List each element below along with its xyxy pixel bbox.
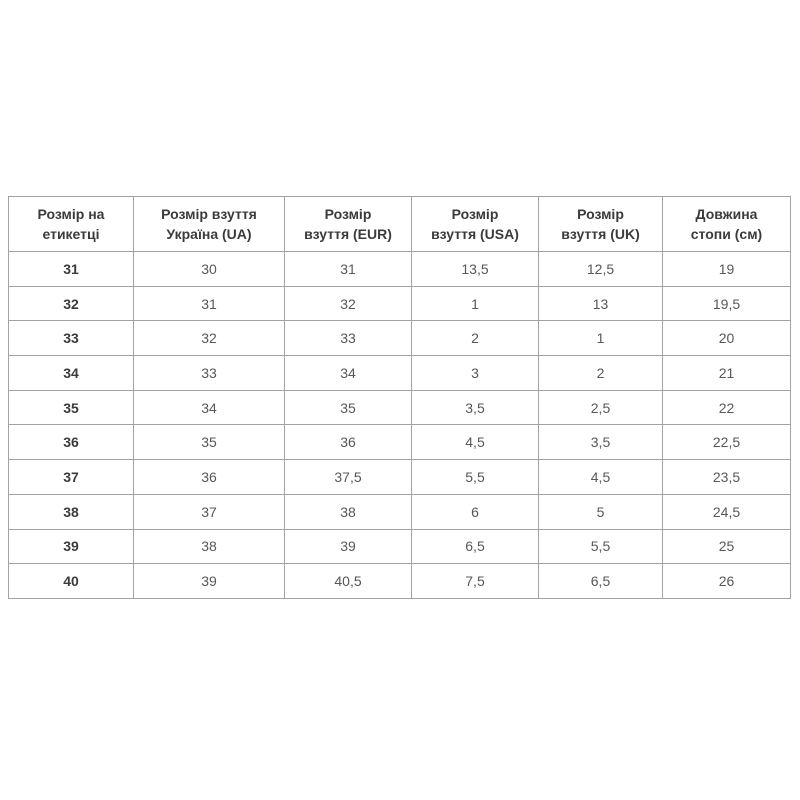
table-row: 37 36 37,5 5,5 4,5 23,5 <box>8 459 791 495</box>
size-value-cell: 25 <box>662 528 791 565</box>
size-value-cell: 2 <box>411 320 539 357</box>
size-value-cell: 20 <box>662 320 791 357</box>
table-row: 34 33 34 3 2 21 <box>8 355 791 391</box>
header-line: Розмір <box>324 206 372 222</box>
size-value-cell: 37,5 <box>284 459 412 495</box>
size-value-cell: 4,5 <box>411 424 539 461</box>
table-header-row: Розмір на етикетці Розмір взуття Україна… <box>8 196 791 252</box>
size-value-cell: 4,5 <box>538 459 663 495</box>
table-row: 39 38 39 6,5 5,5 25 <box>8 528 791 565</box>
size-value-cell: 40,5 <box>284 563 412 599</box>
size-value-cell: 35 <box>133 424 285 461</box>
size-value-cell: 13 <box>538 285 663 322</box>
size-value-cell: 38 <box>133 528 285 565</box>
size-value-cell: 33 <box>133 355 285 391</box>
col-header-uk-size: Розмір взуття (UK) <box>538 196 663 252</box>
size-value-cell: 34 <box>133 389 285 426</box>
size-value-cell: 39 <box>133 563 285 599</box>
size-value-cell: 3 <box>411 355 539 391</box>
table-row: 33 32 33 2 1 20 <box>8 320 791 357</box>
row-label-cell: 33 <box>8 320 134 357</box>
size-value-cell: 12,5 <box>538 251 663 287</box>
size-value-cell: 2 <box>538 355 663 391</box>
size-value-cell: 5,5 <box>411 459 539 495</box>
header-line: Україна (UA) <box>166 226 252 242</box>
col-header-usa-size: Розмір взуття (USA) <box>411 196 539 252</box>
header-line: взуття (UK) <box>561 226 640 242</box>
row-label-cell: 35 <box>8 389 134 426</box>
col-header-ua-size: Розмір взуття Україна (UA) <box>133 196 285 252</box>
size-value-cell: 32 <box>284 285 412 322</box>
size-value-cell: 36 <box>133 459 285 495</box>
header-line: Розмір <box>451 206 499 222</box>
size-value-cell: 31 <box>133 285 285 322</box>
size-value-cell: 38 <box>284 493 412 530</box>
size-value-cell: 6 <box>411 493 539 530</box>
size-value-cell: 5,5 <box>538 528 663 565</box>
row-label-cell: 32 <box>8 285 134 322</box>
size-value-cell: 23,5 <box>662 459 791 495</box>
shoe-size-conversion-table: Розмір на етикетці Розмір взуття Україна… <box>8 196 791 599</box>
size-value-cell: 6,5 <box>411 528 539 565</box>
size-value-cell: 3,5 <box>538 424 663 461</box>
header-line: стопи (см) <box>690 226 763 242</box>
header-line: Розмір <box>577 206 624 222</box>
col-header-label-size: Розмір на етикетці <box>8 196 134 252</box>
size-value-cell: 36 <box>284 424 412 461</box>
row-label-cell: 31 <box>8 251 134 287</box>
size-value-cell: 6,5 <box>538 563 663 599</box>
header-line: взуття (USA) <box>431 226 519 242</box>
table-row: 38 37 38 6 5 24,5 <box>8 493 791 530</box>
size-value-cell: 39 <box>284 528 412 565</box>
row-label-cell: 39 <box>8 528 134 565</box>
header-line: Довжина <box>695 206 758 222</box>
size-value-cell: 1 <box>538 320 663 357</box>
size-value-cell: 31 <box>284 251 412 287</box>
size-value-cell: 1 <box>411 285 539 322</box>
size-value-cell: 26 <box>662 563 791 599</box>
size-value-cell: 32 <box>133 320 285 357</box>
size-value-cell: 22,5 <box>662 424 791 461</box>
size-value-cell: 3,5 <box>411 389 539 426</box>
size-value-cell: 37 <box>133 493 285 530</box>
table-body: 31 30 31 13,5 12,5 19 32 31 32 1 13 19,5 33 32 33 2 1 20 3… <box>8 251 791 599</box>
row-label-cell: 36 <box>8 424 134 461</box>
header-line: етикетці <box>42 226 100 242</box>
row-label-cell: 40 <box>8 563 134 599</box>
table-row: 32 31 32 1 13 19,5 <box>8 285 791 322</box>
header-line: Розмір на <box>37 206 105 222</box>
size-value-cell: 5 <box>538 493 663 530</box>
size-value-cell: 24,5 <box>662 493 791 530</box>
size-value-cell: 34 <box>284 355 412 391</box>
col-header-foot-length: Довжина стопи (см) <box>662 196 791 252</box>
size-value-cell: 22 <box>662 389 791 426</box>
col-header-eur-size: Розмір взуття (EUR) <box>284 196 412 252</box>
size-value-cell: 13,5 <box>411 251 539 287</box>
table-row: 31 30 31 13,5 12,5 19 <box>8 251 791 287</box>
size-value-cell: 2,5 <box>538 389 663 426</box>
row-label-cell: 38 <box>8 493 134 530</box>
row-label-cell: 34 <box>8 355 134 391</box>
size-value-cell: 19,5 <box>662 285 791 322</box>
size-value-cell: 21 <box>662 355 791 391</box>
size-value-cell: 7,5 <box>411 563 539 599</box>
size-value-cell: 19 <box>662 251 791 287</box>
size-value-cell: 33 <box>284 320 412 357</box>
size-value-cell: 30 <box>133 251 285 287</box>
header-line: взуття (EUR) <box>304 226 392 242</box>
table-row: 40 39 40,5 7,5 6,5 26 <box>8 563 791 599</box>
table-row: 36 35 36 4,5 3,5 22,5 <box>8 424 791 461</box>
header-line: Розмір взуття <box>161 206 257 222</box>
table-row: 35 34 35 3,5 2,5 22 <box>8 389 791 426</box>
size-value-cell: 35 <box>284 389 412 426</box>
row-label-cell: 37 <box>8 459 134 495</box>
